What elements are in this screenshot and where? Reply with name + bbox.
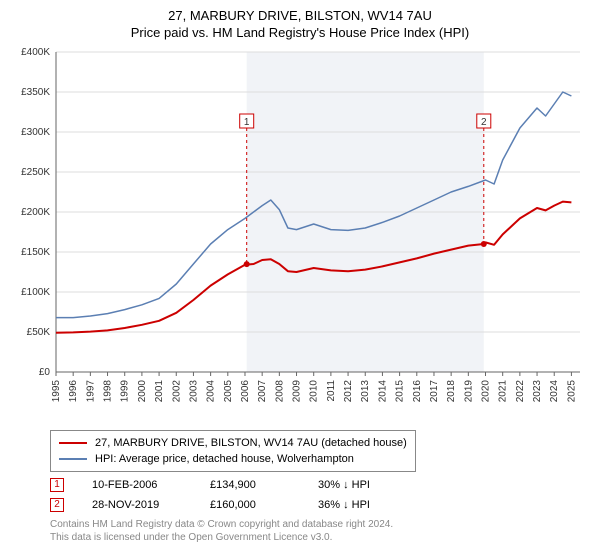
legend-item: 27, MARBURY DRIVE, BILSTON, WV14 7AU (de… [59,435,407,451]
svg-text:£400K: £400K [21,47,50,58]
event-marker: 2 [50,498,64,512]
svg-text:£50K: £50K [27,327,51,338]
legend-swatch [59,442,87,444]
svg-text:£250K: £250K [21,167,50,178]
svg-text:2006: 2006 [240,380,251,403]
legend-item: HPI: Average price, detached house, Wolv… [59,451,407,467]
svg-text:2002: 2002 [171,380,182,403]
svg-text:2014: 2014 [377,380,388,403]
svg-text:2004: 2004 [206,380,217,403]
legend-label: HPI: Average price, detached house, Wolv… [95,453,354,465]
title-block: 27, MARBURY DRIVE, BILSTON, WV14 7AU Pri… [10,8,590,40]
svg-text:2013: 2013 [360,380,371,403]
svg-text:2024: 2024 [549,380,560,403]
svg-text:£150K: £150K [21,247,50,258]
legend: 27, MARBURY DRIVE, BILSTON, WV14 7AU (de… [50,430,416,472]
svg-text:£100K: £100K [21,287,50,298]
line-chart: £0 £50K £100K £150K £200K £250K £300K £350K £400… [10,46,590,426]
legend-swatch [59,458,87,460]
svg-text:2023: 2023 [532,380,543,403]
footer-line: This data is licensed under the Open Gov… [50,531,590,544]
svg-text:1998: 1998 [103,380,114,403]
svg-text:2019: 2019 [463,380,474,403]
chart-title-sub: Price paid vs. HM Land Registry's House … [10,25,590,40]
event-row: 1 10-FEB-2006 £134,900 30% ↓ HPI [50,478,590,492]
chart-area: £0 £50K £100K £150K £200K £250K £300K £350K £400… [10,46,590,426]
svg-text:2015: 2015 [395,380,406,403]
svg-text:£0: £0 [39,367,51,378]
svg-text:£300K: £300K [21,127,50,138]
footer-line: Contains HM Land Registry data © Crown c… [50,518,590,531]
svg-text:£200K: £200K [21,207,50,218]
svg-text:2: 2 [481,117,487,128]
svg-text:2010: 2010 [309,380,320,403]
svg-text:1999: 1999 [120,380,131,403]
svg-text:2005: 2005 [223,380,234,403]
event-delta: 36% ↓ HPI [318,499,370,511]
svg-text:2025: 2025 [566,380,577,403]
svg-text:2009: 2009 [292,380,303,403]
svg-text:1997: 1997 [85,380,96,403]
svg-text:2022: 2022 [515,380,526,403]
svg-text:2000: 2000 [137,380,148,403]
svg-text:2003: 2003 [188,380,199,403]
svg-text:1995: 1995 [51,380,62,403]
event-date: 28-NOV-2019 [92,499,182,511]
footer: Contains HM Land Registry data © Crown c… [50,518,590,544]
event-row: 2 28-NOV-2019 £160,000 36% ↓ HPI [50,498,590,512]
svg-text:2020: 2020 [481,380,492,403]
svg-text:2007: 2007 [257,380,268,403]
svg-text:2012: 2012 [343,380,354,403]
chart-title-address: 27, MARBURY DRIVE, BILSTON, WV14 7AU [10,8,590,23]
svg-text:2016: 2016 [412,380,423,403]
chart-container: 27, MARBURY DRIVE, BILSTON, WV14 7AU Pri… [0,0,600,560]
event-price: £160,000 [210,499,290,511]
event-marker: 1 [50,478,64,492]
legend-label: 27, MARBURY DRIVE, BILSTON, WV14 7AU (de… [95,437,407,449]
event-price: £134,900 [210,479,290,491]
event-delta: 30% ↓ HPI [318,479,370,491]
event-marker-num: 1 [54,480,60,490]
event-date: 10-FEB-2006 [92,479,182,491]
svg-text:2018: 2018 [446,380,457,403]
svg-text:2001: 2001 [154,380,165,403]
svg-text:2021: 2021 [498,380,509,403]
svg-text:2008: 2008 [274,380,285,403]
event-marker-num: 2 [54,500,60,510]
svg-text:1: 1 [244,117,250,128]
svg-text:2011: 2011 [326,380,337,402]
event-list: 1 10-FEB-2006 £134,900 30% ↓ HPI 2 28-NO… [50,478,590,512]
svg-text:£350K: £350K [21,87,50,98]
svg-text:2017: 2017 [429,380,440,403]
svg-text:1996: 1996 [68,380,79,403]
